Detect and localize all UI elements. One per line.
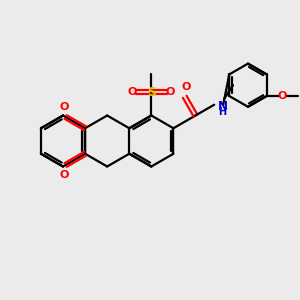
Text: S: S [147,85,156,99]
Text: O: O [59,102,69,112]
Text: O: O [128,87,137,97]
Text: H: H [218,107,226,117]
Text: O: O [182,82,191,92]
Text: O: O [278,91,287,101]
Text: O: O [166,87,175,97]
Text: O: O [59,170,69,180]
Text: N: N [218,100,228,113]
